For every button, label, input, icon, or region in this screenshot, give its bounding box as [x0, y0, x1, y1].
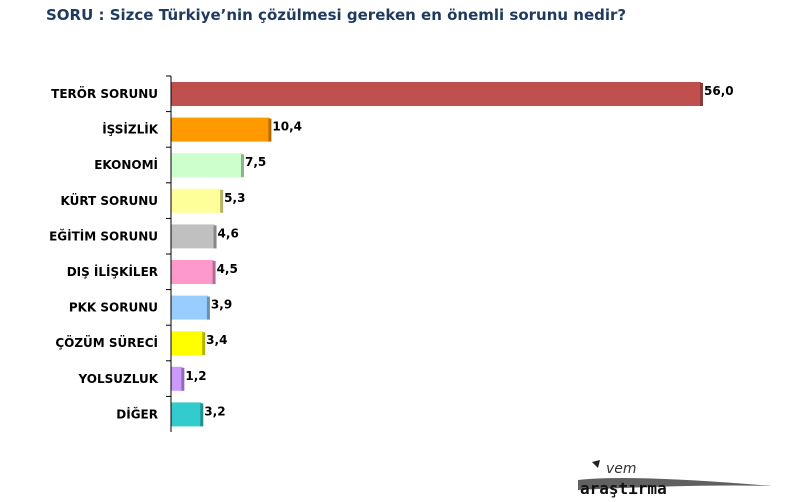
category-label: TERÖR SORUNU [51, 86, 158, 101]
value-label: 5,3 [224, 191, 245, 205]
category-label: EĞİTİM SORUNU [49, 228, 158, 243]
bar-0 [171, 82, 701, 106]
bar-5 [171, 260, 214, 284]
bar-6 [171, 295, 208, 320]
category-label: İŞSİZLİK [102, 122, 158, 137]
bar-1-edge [268, 118, 272, 142]
bar-8 [171, 366, 183, 391]
value-label: 7,5 [245, 155, 266, 169]
category-label: PKK SORUNU [69, 301, 158, 315]
bar-7 [171, 331, 204, 356]
bar-6-edge [206, 296, 210, 320]
bar-0-edge [700, 83, 703, 106]
bar-7-edge [202, 332, 206, 356]
category-label: EKONOMİ [94, 157, 158, 172]
value-label: 10,4 [272, 120, 302, 134]
value-label: 3,9 [211, 298, 232, 312]
value-label: 3,2 [204, 404, 225, 418]
bar-1 [171, 117, 270, 142]
bar-2-edge [240, 154, 244, 178]
logo-top-text: vem [606, 461, 637, 477]
bar-3 [171, 188, 222, 213]
value-label: 1,2 [185, 369, 206, 383]
value-label: 56,0 [704, 84, 734, 98]
bar-8-edge [181, 367, 185, 391]
logo-swoosh-icon [592, 460, 600, 468]
value-label: 4,6 [218, 226, 239, 240]
bar-3-edge [220, 189, 224, 213]
value-label: 3,4 [206, 333, 227, 347]
logo-stroke-icon [578, 478, 772, 490]
category-label: DİĞER [116, 406, 158, 421]
bar-4 [171, 224, 215, 249]
value-label: 4,5 [217, 262, 238, 276]
company-logo: vem araştırma [578, 460, 772, 498]
category-label: YOLSUZLUK [78, 372, 159, 386]
category-label: ÇÖZÜM SÜRECİ [55, 335, 158, 350]
category-label: DIŞ İLİŞKİLER [67, 264, 158, 279]
bar-5-edge [212, 261, 216, 284]
bar-9-edge [200, 403, 204, 427]
bar-4-edge [213, 225, 217, 249]
bar-9 [171, 402, 202, 427]
logo-bottom-text: araştırma [580, 479, 667, 498]
bars-group: TERÖR SORUNU 56,0 İŞSİZLİK 10,4 EKONOMİ 7,5 KÜ… [49, 75, 734, 427]
category-label: KÜRT SORUNU [60, 193, 158, 208]
chart-title: SORU : Sizce Türkiye’nin çözülmesi gerek… [46, 6, 627, 24]
bar-2 [171, 153, 242, 178]
